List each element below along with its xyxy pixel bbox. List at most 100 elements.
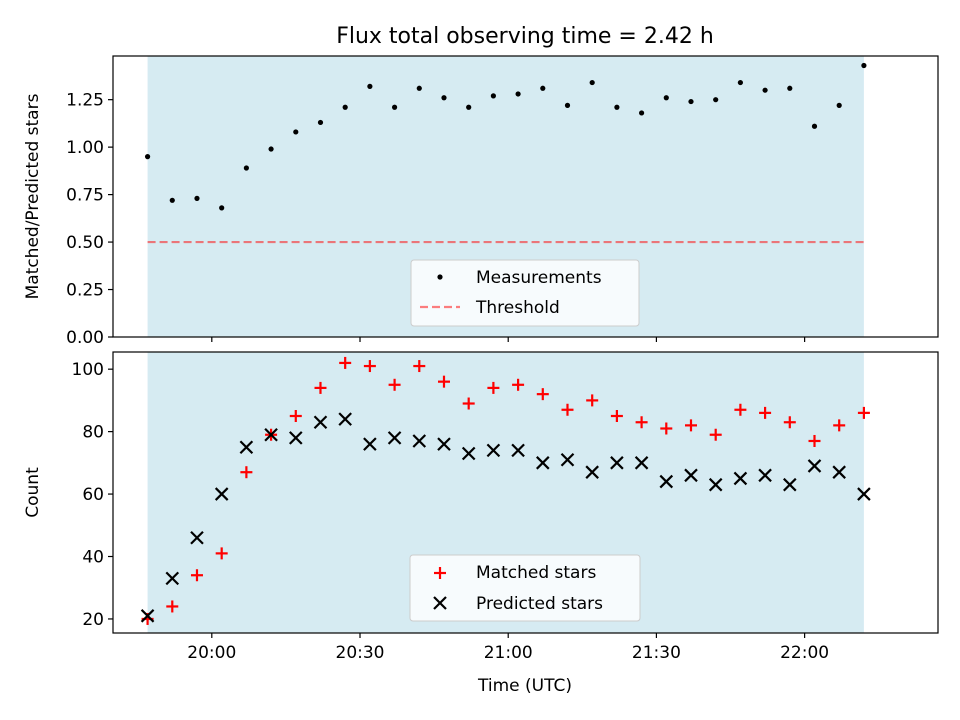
predicted-star-point: [214, 487, 229, 501]
x-tick-label: 21:30: [632, 643, 681, 663]
matched-star-point: [783, 416, 796, 429]
predicted-stars-points: [140, 412, 871, 623]
matched-star-point: [413, 360, 426, 373]
measurement-point: [293, 129, 299, 135]
predicted-star-point: [857, 487, 871, 501]
legend-box: [409, 554, 641, 622]
predicted-star-point: [610, 456, 624, 470]
matched-star-point: [363, 360, 376, 373]
matched-star-point: [388, 378, 401, 391]
matched-star-point: [635, 416, 648, 429]
matched-stars-points: [141, 356, 870, 625]
predicted-star-point: [560, 452, 575, 467]
measurement-point: [589, 79, 595, 86]
matched-star-point: [734, 403, 747, 416]
predicted-star-point: [239, 440, 254, 455]
matched-star-point: [166, 600, 179, 613]
measurement-point: [194, 195, 200, 201]
measurement-point: [564, 102, 571, 108]
measurement-point: [515, 91, 521, 97]
measurement-point: [219, 205, 225, 211]
measurement-point: [861, 62, 867, 69]
matched-star-point: [808, 434, 821, 447]
x-axis-label: Time (UTC): [477, 676, 572, 696]
count-y-axis-label: Count: [23, 467, 43, 518]
predicted-star-point: [190, 530, 204, 545]
predicted-star-point: [313, 415, 328, 430]
matched-star-point: [339, 356, 352, 369]
y-tick-label: 60: [82, 485, 104, 505]
predicted-star-point: [659, 474, 674, 489]
predicted-star-point: [536, 456, 550, 470]
measurement-point: [762, 87, 768, 93]
ratio-axes-frame: [112, 55, 939, 338]
measurement-point: [787, 85, 793, 91]
legend-label-measurements: Measurements: [476, 268, 602, 288]
legend-marker-measurements: [437, 274, 443, 280]
chart-title: Flux total observing time = 2.42 h: [336, 24, 714, 49]
y-tick-label: 100: [72, 360, 104, 380]
y-axis-ticks: 20 40 60 80 100: [72, 360, 113, 630]
legend-label-matched: Matched stars: [476, 563, 596, 583]
matched-star-point: [586, 394, 599, 407]
legend-label-predicted: Predicted stars: [476, 594, 603, 614]
x-axis-ticks: 20:00 20:30 21:00 21:30 22:00: [187, 633, 829, 663]
measurement-point: [614, 104, 620, 110]
y-tick-label: 0.75: [66, 186, 104, 206]
y-tick-label: 40: [82, 548, 104, 568]
y-tick-label: 20: [82, 610, 104, 630]
matched-star-point: [660, 422, 673, 435]
matched-star-point: [833, 419, 846, 432]
predicted-star-point: [585, 465, 599, 479]
measurement-point: [540, 85, 546, 91]
y-tick-label: 0.25: [66, 281, 104, 301]
y-tick-label: 0.00: [66, 328, 104, 348]
x-axis-ticks: [211, 337, 806, 342]
predicted-star-point: [387, 431, 402, 445]
predicted-star-point: [783, 477, 797, 492]
measurement-point: [317, 119, 324, 126]
x-tick-label: 20:00: [187, 643, 236, 663]
measurement-point: [144, 154, 151, 160]
legend-box: [410, 259, 640, 327]
measurement-point: [638, 110, 645, 116]
legend-label-threshold: Threshold: [475, 298, 560, 318]
y-tick-label: 0.50: [66, 233, 104, 253]
measurement-point: [416, 85, 422, 91]
predicted-star-point: [289, 431, 303, 445]
predicted-star-point: [338, 412, 352, 426]
predicted-star-point: [634, 456, 649, 470]
count-panel: 20 40 60 80 100 20:00 20:30 21:00 21:30 22:00 Co…: [23, 351, 939, 663]
y-tick-label: 80: [82, 423, 104, 443]
predicted-star-point: [437, 437, 451, 451]
predicted-star-point: [807, 459, 822, 473]
measurement-point: [342, 104, 348, 110]
predicted-star-point: [363, 437, 377, 451]
matched-star-point: [215, 547, 228, 560]
ratio-panel: 0.00 0.25 0.50 0.75 1.00 1.25 Matched/Predict…: [23, 55, 939, 348]
measurement-point: [490, 93, 496, 99]
matched-star-point: [857, 406, 870, 419]
measurement-point: [836, 102, 842, 108]
measurement-point: [391, 104, 398, 110]
measurement-point: [169, 197, 175, 203]
matched-star-point: [536, 388, 549, 401]
measurement-point: [268, 146, 274, 152]
matched-star-point: [487, 381, 500, 394]
matched-star-point: [437, 375, 450, 388]
predicted-star-point: [165, 571, 180, 586]
predicted-star-point: [758, 468, 772, 483]
matched-star-point: [512, 378, 525, 391]
matched-star-point: [314, 381, 327, 394]
matched-star-point: [289, 410, 302, 423]
x-tick-label: 20:30: [336, 643, 385, 663]
measurement-point: [441, 95, 447, 101]
measurement-point: [466, 104, 472, 110]
matched-star-point: [759, 406, 772, 419]
matched-star-point: [709, 428, 722, 441]
matched-star-point: [684, 419, 697, 432]
legend-marker-matched: [434, 567, 446, 579]
x-tick-label: 21:00: [484, 643, 533, 663]
y-tick-label: 1.25: [66, 91, 104, 111]
